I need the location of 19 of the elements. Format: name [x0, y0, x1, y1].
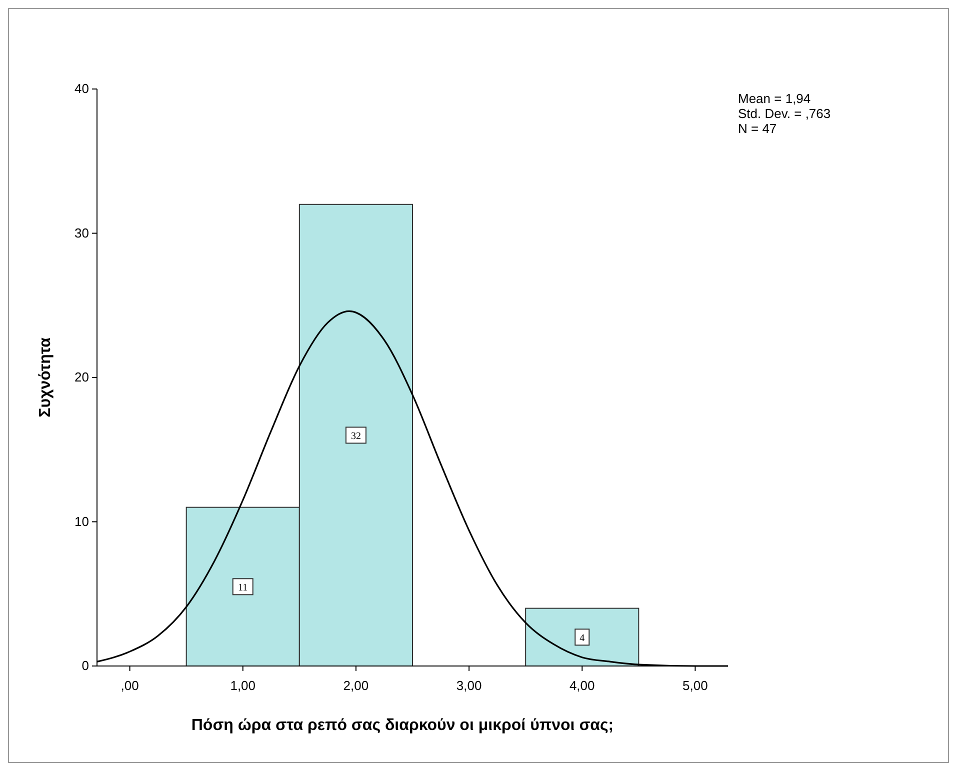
x-tick-label: ,00 [120, 678, 139, 693]
x-tick-label: 4,00 [569, 678, 595, 693]
data-label: 32 [350, 431, 361, 442]
text: Mean = 1,94 [738, 91, 811, 106]
x-axis-title: Πόση ώρα στα ρεπό σας διαρκούν οι μικροί ύπνοι σας; [191, 717, 614, 734]
y-axis-title: Συχνότητα [37, 337, 54, 418]
x-tick-label: 2,00 [343, 678, 369, 693]
y-tick-label: 40 [74, 81, 89, 96]
y-tick-label: 30 [74, 225, 89, 240]
y-tick-label: 10 [74, 514, 89, 529]
x-tick-label: 5,00 [682, 678, 708, 693]
text: N = 47 [738, 121, 777, 136]
y-tick-label: 0 [82, 658, 89, 673]
x-tick-label: 1,00 [230, 678, 256, 693]
text: Std. Dev. = ,763 [738, 106, 831, 121]
data-label: 4 [580, 633, 585, 644]
x-tick-label: 3,00 [456, 678, 482, 693]
data-label: 11 [238, 582, 248, 594]
y-tick-label: 20 [74, 370, 89, 384]
